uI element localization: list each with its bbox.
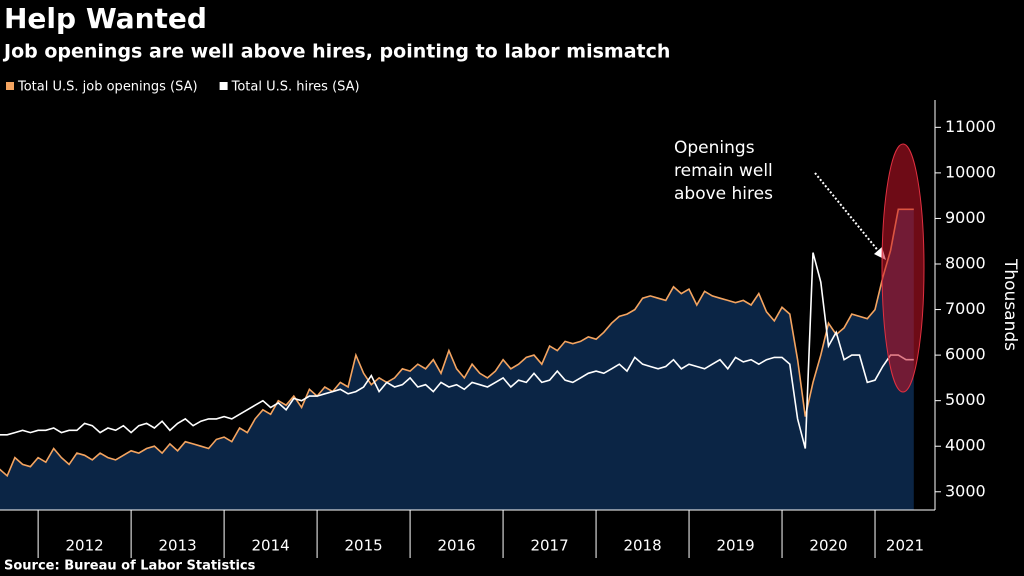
chart-title: Help Wanted xyxy=(4,2,207,35)
x-tick-label: 2013 xyxy=(159,537,197,555)
line xyxy=(0,208,914,478)
x-tick-label: 2018 xyxy=(623,537,661,555)
y-tick-label: 9000 xyxy=(945,208,986,227)
area xyxy=(0,209,914,510)
highlight xyxy=(881,143,925,393)
annotation-arrow xyxy=(814,172,881,254)
x-tick-label: 2020 xyxy=(809,537,847,555)
x-tick-label: 2014 xyxy=(252,537,290,555)
x-tick-label: 2017 xyxy=(530,537,568,555)
y-tick-label: 4000 xyxy=(945,436,986,455)
y-tick-label: 8000 xyxy=(945,254,986,273)
legend-label: Total U.S. job openings (SA) xyxy=(17,80,198,95)
y-tick-label: 11000 xyxy=(945,117,996,136)
legend-swatch xyxy=(6,82,14,90)
y-tick-label: 10000 xyxy=(945,162,996,181)
legend-swatch xyxy=(219,82,228,90)
annotation: above hires xyxy=(674,184,773,204)
x-tick-label: 2016 xyxy=(437,537,475,555)
source: Source: Bureau of Labor Statistics xyxy=(4,559,256,574)
y-tick-label: 7000 xyxy=(945,299,986,318)
y-tick-label: 3000 xyxy=(945,481,986,500)
annotation: remain well xyxy=(674,161,773,181)
line xyxy=(0,252,914,449)
x-tick-label: 2012 xyxy=(66,537,104,555)
legend-label: Total U.S. hires (SA) xyxy=(231,80,360,95)
x-tick-label: 2019 xyxy=(716,537,754,555)
x-tick-label: 2021 xyxy=(886,537,924,555)
annotation: Openings xyxy=(674,138,755,158)
y-axis-title: Thousands xyxy=(1000,258,1020,351)
y-tick-label: 6000 xyxy=(945,345,986,364)
y-tick-label: 5000 xyxy=(945,390,986,409)
x-tick-label: 2015 xyxy=(344,537,382,555)
chart-subtitle: Job openings are well above hires, point… xyxy=(2,41,670,63)
